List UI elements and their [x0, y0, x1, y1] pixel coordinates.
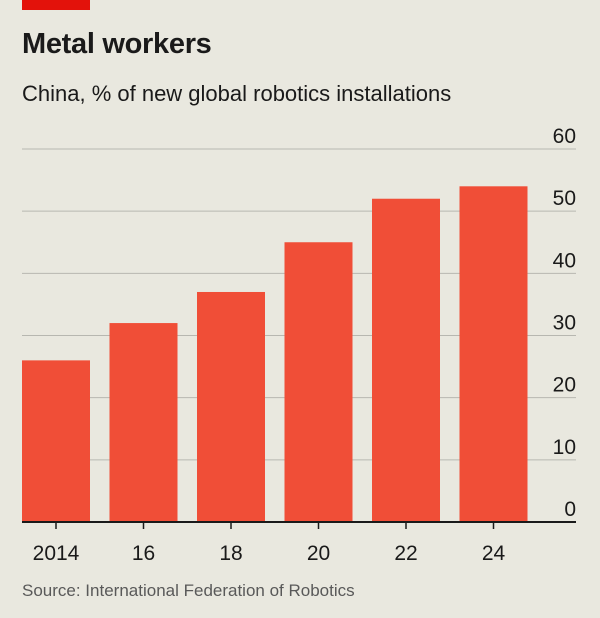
- x-tick-label-24: 24: [482, 542, 506, 565]
- source-note: Source: International Federation of Robo…: [22, 581, 355, 600]
- y-tick-label-0: 0: [564, 498, 576, 521]
- x-tick-label-18: 18: [219, 542, 242, 565]
- x-axis: [22, 521, 576, 529]
- y-tick-labels: 0 10 20 30 40 50 60: [553, 125, 576, 521]
- y-tick-label-20: 20: [553, 374, 576, 397]
- x-tick-labels: 2014 16 18 20 22 24: [33, 542, 506, 565]
- y-tick-label-30: 30: [553, 312, 576, 335]
- bars: [22, 186, 528, 523]
- bar-24: [459, 186, 528, 523]
- bar-2014: [22, 360, 90, 522]
- x-tick-label-22: 22: [394, 542, 417, 565]
- y-tick-label-40: 40: [553, 249, 576, 272]
- x-tick-label-16: 16: [132, 542, 155, 565]
- bar-18: [197, 291, 265, 522]
- y-tick-label-10: 10: [553, 436, 576, 459]
- bar-20: [284, 242, 353, 522]
- x-tick-label-20: 20: [307, 542, 330, 565]
- y-tick-label-60: 60: [553, 125, 576, 148]
- bar-16: [109, 323, 178, 522]
- y-tick-label-50: 50: [553, 187, 576, 210]
- brand-accent-bar: [22, 0, 90, 10]
- chart-subtitle: China, % of new global robotics installa…: [22, 81, 452, 106]
- x-tick-label-2014: 2014: [33, 542, 80, 565]
- chart-title: Metal workers: [22, 28, 212, 60]
- bar-22: [372, 198, 440, 522]
